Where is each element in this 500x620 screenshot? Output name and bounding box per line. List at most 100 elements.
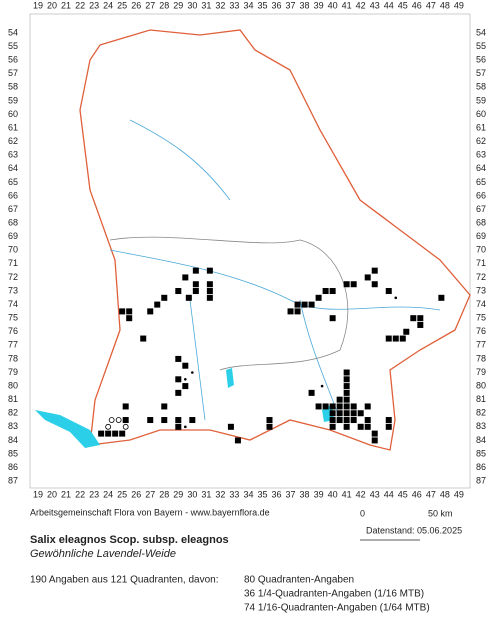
- record-square: [403, 328, 410, 335]
- record-square: [315, 294, 322, 301]
- row-label: 73: [476, 285, 486, 295]
- record-square: [192, 288, 199, 295]
- record-square: [343, 410, 350, 417]
- column-label: 27: [145, 489, 155, 499]
- row-label: 80: [476, 380, 486, 390]
- column-label: 39: [314, 0, 324, 10]
- column-label: 41: [342, 489, 352, 499]
- date: Datenstand: 05.06.2025: [366, 525, 462, 535]
- record-circle: [122, 423, 129, 430]
- record-square: [329, 410, 336, 417]
- column-label: 48: [440, 0, 450, 10]
- column-label: 19: [33, 0, 43, 10]
- record-square: [175, 355, 182, 362]
- state-border: [79, 29, 471, 451]
- row-label: 67: [8, 204, 18, 214]
- row-label: 78: [476, 353, 486, 363]
- record-square: [410, 315, 417, 322]
- column-label: 38: [300, 489, 310, 499]
- column-label: 31: [201, 489, 211, 499]
- row-label: 74: [8, 299, 18, 309]
- row-label: 63: [8, 150, 18, 160]
- column-label: 31: [201, 0, 211, 10]
- source: Arbeitsgemeinschaft Flora von Bayern - w…: [30, 507, 270, 517]
- record-square: [336, 403, 343, 410]
- record-square: [161, 417, 168, 424]
- row-label: 61: [8, 122, 18, 132]
- row-label: 81: [476, 394, 486, 404]
- lake: [226, 368, 234, 388]
- record-square: [161, 294, 168, 301]
- column-label: 46: [412, 489, 422, 499]
- record-square: [185, 294, 192, 301]
- row-label: 67: [476, 204, 486, 214]
- row-label: 77: [8, 340, 18, 350]
- record-circle: [115, 417, 122, 423]
- record-dot: [191, 371, 194, 374]
- column-label: 36: [272, 0, 282, 10]
- record-square: [350, 281, 357, 288]
- record-square: [399, 335, 406, 342]
- row-label: 70: [476, 245, 486, 255]
- row-label: 65: [8, 177, 18, 187]
- row-label: 75: [476, 313, 486, 323]
- column-label: 23: [89, 0, 99, 10]
- record-square: [329, 315, 336, 322]
- record-square: [392, 335, 399, 342]
- column-label: 28: [159, 0, 169, 10]
- record-square: [343, 389, 350, 396]
- column-label: 26: [131, 0, 141, 10]
- record-square: [126, 315, 133, 322]
- record-square: [343, 369, 350, 376]
- column-label: 34: [243, 0, 253, 10]
- row-label: 63: [476, 150, 486, 160]
- column-label: 49: [454, 489, 464, 499]
- column-label: 20: [47, 0, 57, 10]
- column-label: 48: [440, 489, 450, 499]
- row-label: 65: [476, 177, 486, 187]
- scale-start: 0: [360, 508, 365, 518]
- column-label: 24: [103, 0, 113, 10]
- river: [109, 119, 441, 421]
- row-label: 73: [8, 285, 18, 295]
- record-square: [336, 410, 343, 417]
- record-square: [126, 308, 133, 315]
- column-label: 33: [229, 489, 239, 499]
- record-square: [98, 430, 105, 437]
- record-square: [343, 383, 350, 390]
- column-label: 23: [89, 489, 99, 499]
- row-label: 87: [476, 476, 486, 486]
- record-square: [189, 417, 196, 424]
- record-square: [175, 417, 182, 424]
- row-label: 57: [476, 68, 486, 78]
- column-label: 25: [117, 0, 127, 10]
- record-square: [175, 376, 182, 383]
- row-label: 54: [476, 27, 486, 37]
- record-square: [350, 403, 357, 410]
- row-label: 69: [8, 231, 18, 241]
- column-label: 44: [384, 0, 394, 10]
- record-square: [287, 308, 294, 315]
- column-label: 21: [61, 489, 71, 499]
- record-square: [336, 396, 343, 403]
- row-label: 71: [8, 258, 18, 268]
- row-label: 79: [8, 367, 18, 377]
- column-label: 32: [215, 489, 225, 499]
- record-dot: [320, 384, 324, 388]
- record-square: [175, 423, 182, 430]
- record-square: [329, 288, 336, 295]
- record-square: [122, 417, 129, 424]
- record-circle: [105, 423, 112, 430]
- row-label: 87: [8, 476, 18, 486]
- record-square: [206, 281, 213, 288]
- column-label: 37: [286, 0, 296, 10]
- record-square: [161, 403, 168, 410]
- row-label: 72: [8, 272, 18, 282]
- row-label: 86: [8, 462, 18, 472]
- row-label: 66: [8, 190, 18, 200]
- row-label: 58: [476, 82, 486, 92]
- record-square: [147, 417, 154, 424]
- stats-total: 190 Angaben aus 121 Quadranten, davon:: [30, 575, 219, 586]
- record-square: [322, 288, 329, 295]
- row-label: 61: [476, 122, 486, 132]
